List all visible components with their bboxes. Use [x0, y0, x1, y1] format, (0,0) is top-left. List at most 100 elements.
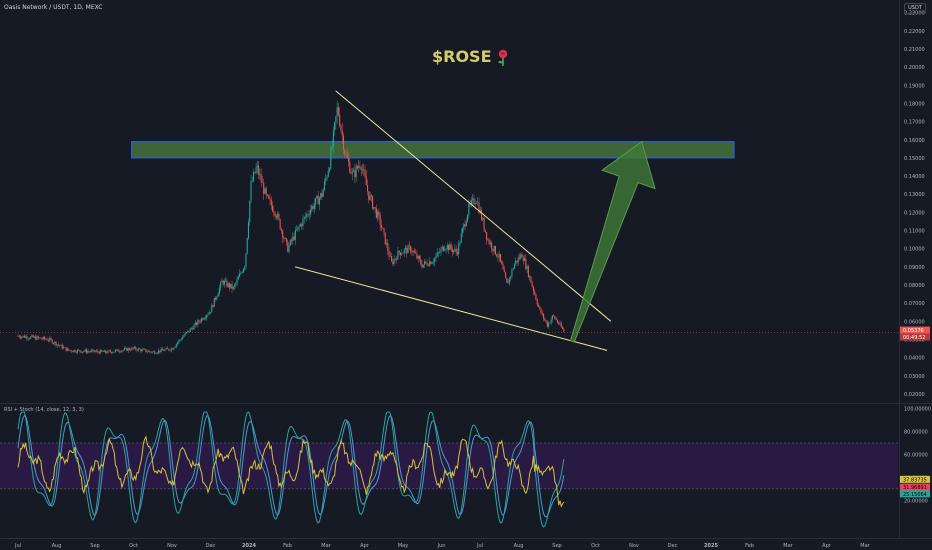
candle-body [562, 327, 564, 329]
candle-body [518, 257, 521, 259]
candle-body [515, 260, 517, 264]
time-tick-label: Mar [860, 543, 870, 549]
candle-body [249, 200, 251, 222]
candle-body [237, 276, 239, 280]
candle-body [320, 193, 322, 198]
candle-body [19, 337, 22, 338]
time-tick-label: Dec [206, 543, 216, 549]
candle-body [258, 165, 260, 175]
price-tick-label: 0.03000 [904, 374, 925, 380]
candle-body [87, 351, 89, 353]
candle-body [282, 230, 284, 238]
candle-body [261, 182, 263, 184]
rsi-line [17, 435, 565, 508]
candle-body [411, 251, 413, 253]
candle-body [184, 333, 186, 336]
candle-body [211, 305, 213, 313]
candle-body [306, 214, 308, 217]
candle-body [231, 283, 233, 289]
candle-body [532, 286, 534, 292]
candle-body [413, 251, 415, 253]
time-tick-label: Sep [90, 543, 99, 549]
candle-body [341, 129, 343, 136]
candle-body [173, 347, 175, 350]
indicator-label[interactable]: RSI + Stoch (14, close, 12, 3, 3) [4, 407, 84, 413]
candle-body [133, 347, 136, 349]
candle-body [18, 335, 20, 338]
candle-body [339, 114, 341, 126]
candle-body [322, 189, 324, 197]
candle-body [171, 348, 174, 350]
candle-body [315, 198, 317, 205]
candle-body [437, 252, 440, 254]
candle-body [309, 209, 312, 215]
candle-body [275, 215, 277, 218]
candle-body [47, 340, 49, 341]
resistance-zone [131, 141, 735, 159]
candle-body [544, 318, 546, 321]
rsi-value-tag-bg [900, 483, 930, 491]
candle-body [398, 250, 400, 253]
candle-body [42, 336, 44, 340]
candle-body [89, 351, 91, 353]
candle-body [242, 268, 244, 273]
candle-body [68, 348, 70, 351]
candle-body [182, 337, 184, 340]
candle-body [496, 254, 498, 257]
candle-body [63, 347, 65, 349]
candle-body [344, 149, 346, 155]
candle-body [74, 350, 76, 353]
candle-body [223, 281, 225, 285]
candle-body [540, 308, 542, 314]
candle-body [283, 237, 285, 239]
rsi-value-tag: 37.83735 [903, 477, 927, 483]
candle-body [373, 207, 375, 209]
candle-body [199, 321, 201, 323]
candle-body [342, 135, 345, 150]
candle-body [385, 243, 388, 245]
candle-body [393, 259, 395, 264]
candle-body [212, 305, 214, 307]
candle-body [461, 228, 464, 234]
candle-body [465, 221, 467, 227]
candle-body [114, 350, 117, 352]
candle-body [174, 346, 176, 348]
price-tick-label: 0.08000 [904, 283, 925, 289]
candle-body [84, 349, 86, 352]
candle-body [432, 262, 434, 263]
stoch-k-line [17, 411, 565, 528]
candle-body [318, 197, 320, 205]
candle-body [498, 253, 500, 258]
candle-body [85, 349, 87, 353]
candle-body [268, 195, 270, 199]
rsi-tick-label: 100.00000 [904, 407, 931, 413]
candle-body [82, 351, 84, 353]
candle-body [256, 165, 258, 168]
candle-body [180, 339, 182, 340]
candle-body [535, 294, 537, 300]
candle-body [463, 224, 465, 229]
price-tick-label: 0.09000 [904, 265, 925, 271]
price-tick-label: 0.18000 [904, 101, 925, 107]
candle-body [158, 350, 160, 353]
candle-body [169, 350, 171, 351]
candle-body [21, 336, 23, 338]
candle-body [370, 195, 372, 197]
candle-body [99, 350, 101, 354]
candle-body [458, 242, 460, 255]
candle-body [279, 219, 281, 230]
candle-body [450, 244, 452, 249]
candle-body [423, 261, 426, 265]
time-tick-label: Nov [167, 543, 177, 549]
candle-body [128, 348, 130, 350]
candle-body [429, 261, 431, 266]
currency-button[interactable]: USDT [904, 3, 926, 14]
candle-body [245, 253, 247, 267]
candle-body [130, 349, 132, 351]
candle-body [470, 200, 472, 204]
candle-body [228, 283, 231, 288]
last-price-tag: 0.05376 [903, 328, 924, 334]
candle-body [418, 256, 421, 260]
candle-body [168, 348, 170, 351]
